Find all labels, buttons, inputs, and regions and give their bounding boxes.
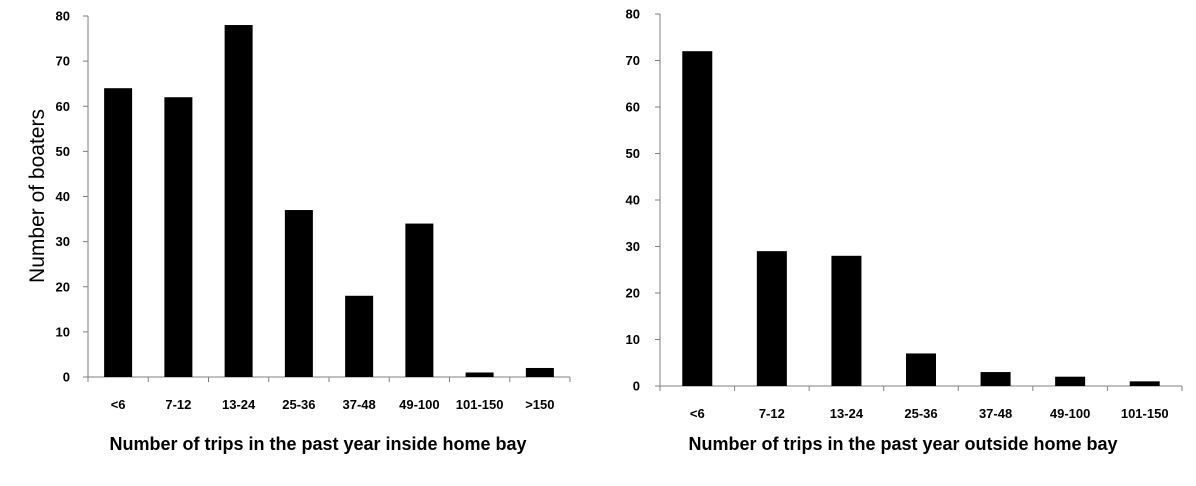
y-axis-label: Number of boaters bbox=[26, 109, 49, 283]
y-tick-label: 10 bbox=[626, 332, 640, 347]
x-tick-label: <6 bbox=[111, 397, 126, 412]
chart-outside-home-bay: 0 10 20 30 40 50 60 70 80 <6 7-12 13-24 25-36 37-48 49… bbox=[626, 7, 1183, 421]
chart-inside-home-bay: 0 10 20 30 40 50 60 70 80 <6 7-12 13-24 25-36 37-48 49… bbox=[56, 9, 571, 412]
y-tick-label: 70 bbox=[626, 53, 640, 68]
x-tick-label: 37-48 bbox=[343, 397, 376, 412]
bar bbox=[906, 353, 936, 386]
y-tick-label: 30 bbox=[626, 239, 640, 254]
y-tick-label: 60 bbox=[626, 100, 640, 115]
bar bbox=[1129, 381, 1160, 386]
x-axis-label-inside: Number of trips in the past year inside … bbox=[109, 434, 526, 454]
y-tick-label: 30 bbox=[56, 234, 70, 249]
bar bbox=[682, 51, 713, 386]
bar bbox=[465, 372, 494, 377]
x-tick-label: 25-36 bbox=[282, 397, 315, 412]
x-tick-label: 101-150 bbox=[1121, 406, 1169, 421]
x-tick-label: >150 bbox=[525, 397, 554, 412]
bar bbox=[104, 88, 133, 377]
x-tick-label: 25-36 bbox=[904, 406, 937, 421]
x-tick-label: 49-100 bbox=[1050, 406, 1090, 421]
x-tick-label: 7-12 bbox=[759, 406, 785, 421]
y-tick-label: 80 bbox=[626, 7, 640, 22]
y-tick-label: 40 bbox=[626, 193, 640, 208]
bar bbox=[345, 295, 374, 377]
x-tick-label: <6 bbox=[690, 406, 705, 421]
y-tick-label: 0 bbox=[633, 379, 640, 394]
x-tick-label: 49-100 bbox=[399, 397, 439, 412]
x-tick-label: 37-48 bbox=[979, 406, 1012, 421]
y-tick-label: 40 bbox=[56, 189, 70, 204]
x-tick-label: 7-12 bbox=[165, 397, 191, 412]
y-tick-label: 20 bbox=[56, 279, 70, 294]
y-tick-label: 50 bbox=[56, 144, 70, 159]
x-axis-label-outside: Number of trips in the past year outside… bbox=[688, 434, 1117, 454]
y-tick-label: 50 bbox=[626, 146, 640, 161]
y-tick-label: 10 bbox=[56, 324, 70, 339]
bar bbox=[756, 251, 787, 386]
y-tick-label: 70 bbox=[56, 54, 70, 69]
bar bbox=[164, 97, 193, 377]
bar bbox=[405, 223, 434, 377]
y-tick-label: 80 bbox=[56, 9, 70, 24]
bar bbox=[1055, 376, 1086, 386]
bar bbox=[284, 210, 313, 377]
bar bbox=[224, 25, 253, 378]
bar bbox=[980, 372, 1011, 386]
y-tick-label: 0 bbox=[63, 370, 70, 385]
bar bbox=[831, 255, 862, 386]
y-tick-label: 60 bbox=[56, 99, 70, 114]
x-tick-label: 13-24 bbox=[222, 397, 256, 412]
x-tick-label: 13-24 bbox=[830, 406, 864, 421]
bar bbox=[525, 367, 554, 377]
x-tick-label: 101-150 bbox=[456, 397, 504, 412]
y-tick-label: 20 bbox=[626, 286, 640, 301]
